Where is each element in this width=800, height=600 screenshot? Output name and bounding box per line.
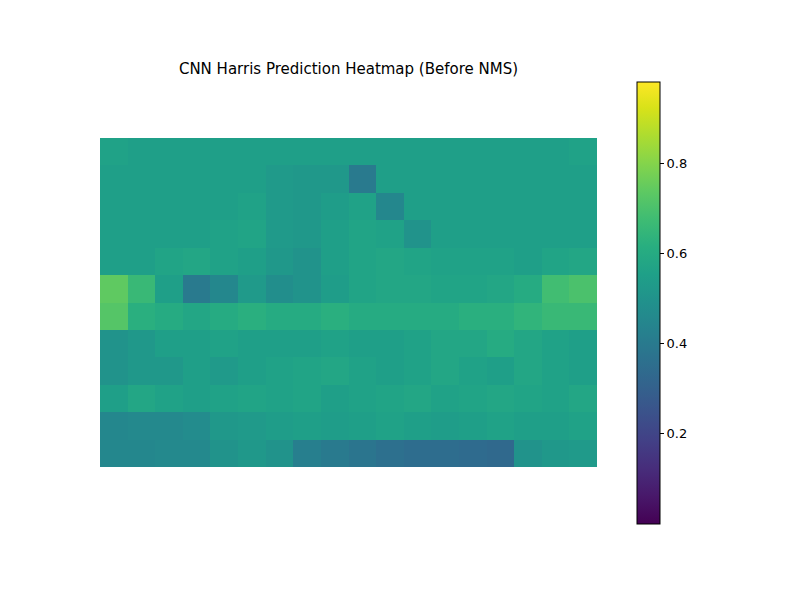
svg-text:0.4: 0.4 (667, 336, 688, 351)
svg-text:CNN Harris Prediction Heatmap: CNN Harris Prediction Heatmap (Before NM… (179, 60, 518, 78)
svg-text:0.8: 0.8 (667, 156, 688, 171)
svg-text:0.2: 0.2 (667, 426, 688, 441)
svg-text:0.6: 0.6 (667, 246, 688, 261)
